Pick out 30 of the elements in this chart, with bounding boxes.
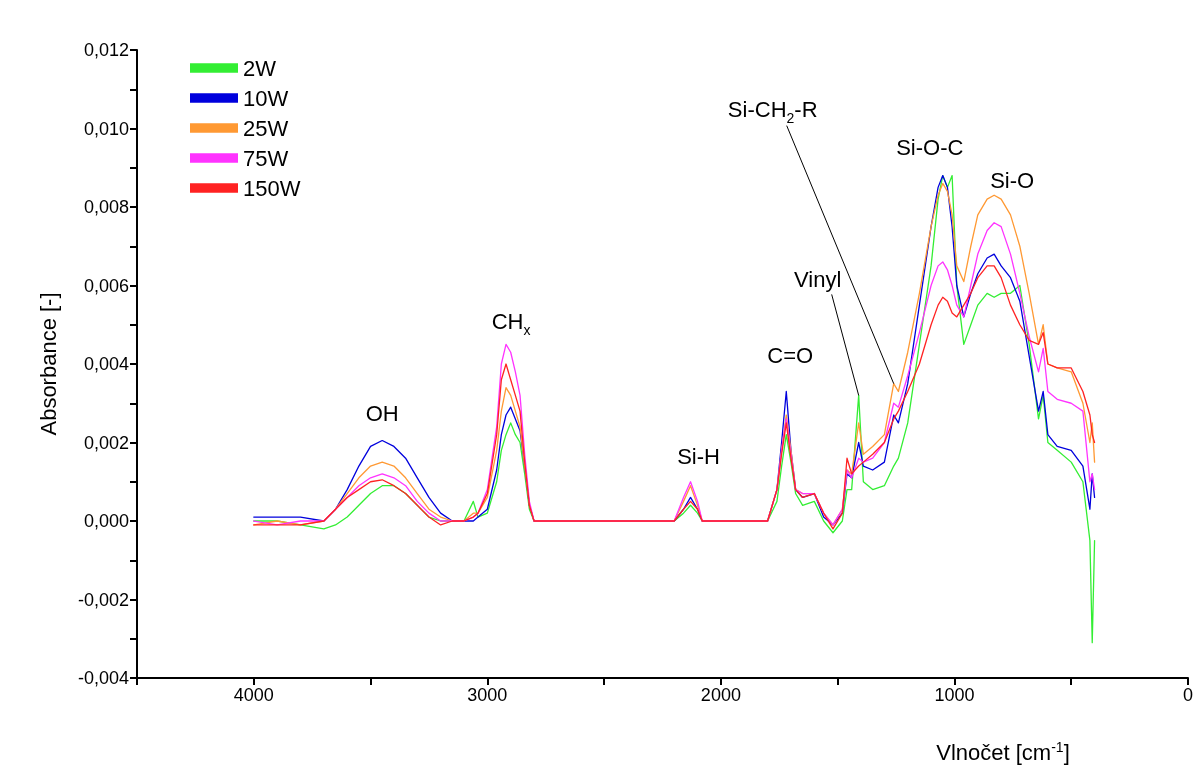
y-tick-label: 0,000 xyxy=(83,511,129,531)
y-tick-label: 0,010 xyxy=(83,118,129,139)
annotation: Vinyl xyxy=(794,267,842,293)
annotation: Si-CH$_{2}$-R xyxy=(727,96,818,126)
x-tick-label: 2000 xyxy=(700,685,741,705)
line-series xyxy=(253,265,1096,530)
legend-label: 10W xyxy=(243,85,289,111)
y-tick-label: 0,002 xyxy=(83,432,129,453)
y-tick-label: 0,006 xyxy=(83,275,129,296)
annotation: Si-O xyxy=(990,168,1035,194)
x-tick-label: 1000 xyxy=(934,685,975,705)
y-axis-title: Absorbance [-] xyxy=(35,292,61,436)
y-tick-label: 0,004 xyxy=(83,354,129,374)
legend-label: 75W xyxy=(243,145,289,171)
x-axis-title: Vlnočet [cm$^{-1}$] xyxy=(936,738,1070,766)
x-tick-label: 0 xyxy=(1182,685,1193,705)
y-tick-label: -0,004 xyxy=(77,668,129,688)
x-tick-label: 4000 xyxy=(233,685,274,705)
annotation: CH$_{x}$ xyxy=(491,309,531,339)
annotation: OH xyxy=(365,400,399,426)
y-tick-label: 0,012 xyxy=(83,40,129,60)
y-tick-label: -0,002 xyxy=(77,589,129,610)
legend-label: 2W xyxy=(243,55,277,81)
annotation: Si-O-C xyxy=(896,134,964,160)
legend-label: 150W xyxy=(243,175,301,201)
y-tick-label: 0,008 xyxy=(83,197,129,217)
annotation: Si-H xyxy=(677,443,720,469)
x-tick-label: 3000 xyxy=(467,685,508,705)
annotation: C=O xyxy=(767,343,814,369)
legend-label: 25W xyxy=(243,115,289,141)
